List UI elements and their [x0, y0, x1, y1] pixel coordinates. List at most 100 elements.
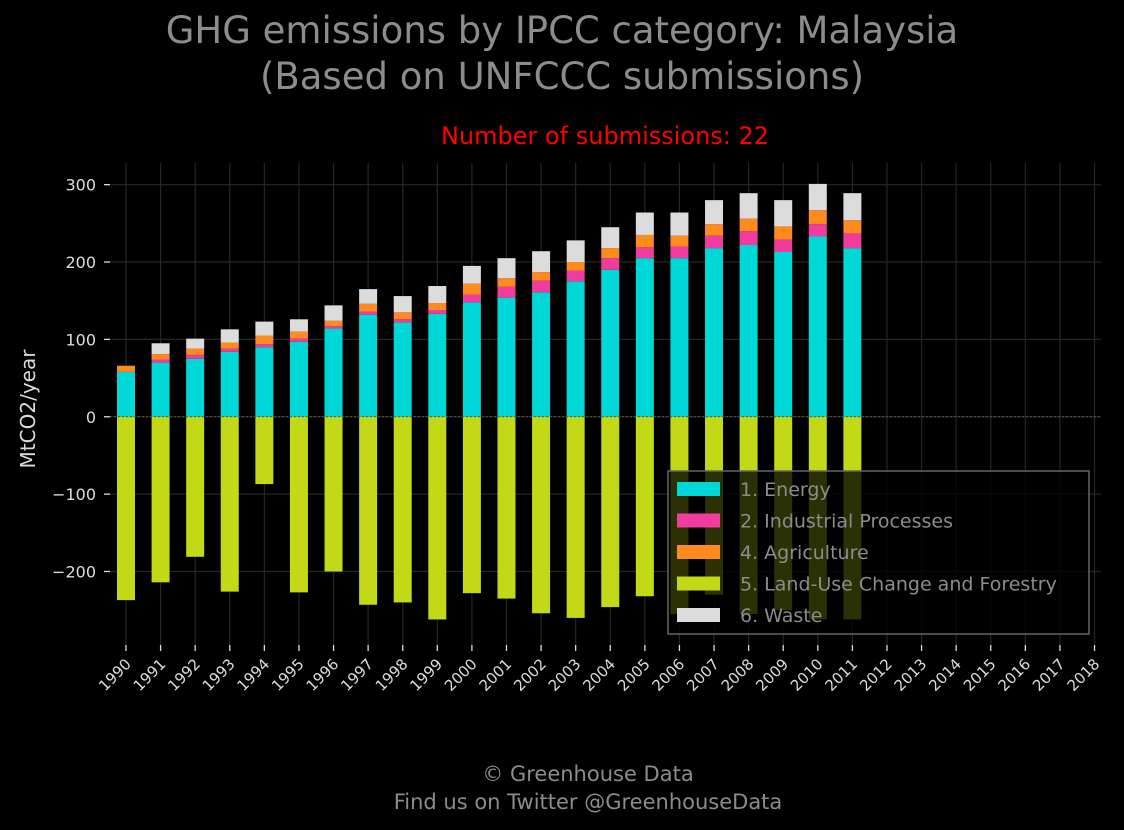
legend-swatch: [677, 608, 720, 622]
bar-segment: [705, 248, 724, 417]
bar-segment: [774, 251, 793, 417]
bar-segment: [220, 329, 239, 343]
legend-swatch: [677, 545, 720, 559]
bar-segment: [462, 302, 481, 417]
bar-segment: [255, 347, 274, 417]
bar-segment: [635, 247, 654, 259]
bar-segment: [566, 240, 585, 263]
bar-segment: [393, 416, 412, 603]
bar-segment: [808, 210, 827, 225]
x-tick-label: 1997: [337, 655, 377, 695]
bar-segment: [739, 193, 758, 219]
bar-segment: [255, 335, 274, 345]
x-tick-label: 2006: [649, 655, 689, 695]
x-axis-ticks: 1990199119921993199419951996199719981999…: [95, 645, 1103, 695]
bar-segment: [532, 251, 551, 273]
bar-segment: [601, 416, 620, 608]
bar-segment: [220, 348, 239, 352]
bar-segment: [739, 218, 758, 232]
bar-segment: [186, 338, 205, 349]
x-tick-label: 2015: [960, 655, 1000, 695]
bar-segment: [151, 354, 170, 360]
bar-segment: [705, 224, 724, 236]
bar-segment: [289, 331, 308, 339]
y-tick-label: 100: [65, 330, 96, 349]
x-tick-label: 2014: [925, 655, 965, 695]
legend-label: 5. Land-Use Change and Forestry: [740, 574, 1057, 596]
x-tick-label: 2001: [476, 655, 516, 695]
chart-title: GHG emissions by IPCC category: Malaysia…: [0, 8, 1124, 100]
bar-segment: [601, 269, 620, 417]
legend-swatch: [677, 513, 720, 528]
bar-segment: [289, 341, 308, 417]
x-tick-label: 2010: [787, 655, 827, 695]
bar-segment: [289, 319, 308, 332]
bar-segment: [359, 416, 378, 605]
bar-segment: [497, 278, 516, 287]
x-tick-label: 2004: [579, 655, 619, 695]
bar-segment: [843, 220, 862, 234]
bar-segment: [324, 320, 343, 327]
bar-segment: [428, 313, 447, 417]
x-tick-label: 2009: [752, 655, 792, 695]
x-tick-label: 2005: [614, 655, 654, 695]
bar-segment: [220, 342, 239, 349]
bar-segment: [428, 309, 447, 314]
legend-label: 4. Agriculture: [740, 542, 869, 564]
bar-segment: [497, 258, 516, 279]
footer-twitter: Find us on Twitter @GreenhouseData: [393, 790, 783, 814]
x-tick-label: 2016: [994, 655, 1034, 695]
bar-segment: [220, 416, 239, 592]
x-tick-label: 1998: [372, 655, 412, 695]
bar-segment: [151, 343, 170, 355]
bar-segment: [670, 258, 689, 417]
bar-segment: [705, 200, 724, 225]
bar-segment: [808, 224, 827, 237]
bar-segment: [601, 258, 620, 270]
bar-segment: [635, 212, 654, 235]
bar-segment: [670, 246, 689, 259]
bar-segment: [635, 234, 654, 248]
bar-segment: [705, 235, 724, 249]
bar-segment: [635, 258, 654, 417]
bar-segment: [462, 416, 481, 594]
bar-segment: [808, 183, 827, 211]
bar-segment: [843, 193, 862, 221]
bar-segment: [635, 416, 654, 597]
bar-segment: [428, 416, 447, 620]
bar-segment: [462, 283, 481, 295]
bar-segment: [601, 248, 620, 259]
y-tick-label: −100: [52, 485, 96, 504]
bar-segment: [393, 319, 412, 323]
footer-copyright: © Greenhouse Data: [482, 762, 694, 786]
bar-segment: [255, 416, 274, 485]
footer: © Greenhouse Data Find us on Twitter @Gr…: [0, 760, 1124, 816]
bar-segment: [670, 235, 689, 247]
x-tick-label: 2000: [441, 655, 481, 695]
bar-segment: [532, 272, 551, 281]
x-tick-label: 1990: [95, 655, 135, 695]
x-tick-label: 1991: [130, 655, 170, 695]
bar-segment: [151, 416, 170, 583]
x-tick-label: 2011: [821, 655, 861, 695]
x-tick-label: 1992: [164, 655, 204, 695]
legend-swatch: [677, 576, 720, 591]
bar-segment: [289, 416, 308, 593]
x-tick-label: 1999: [406, 655, 446, 695]
bar-segment: [843, 248, 862, 417]
bar-segment: [739, 245, 758, 417]
bar-segment: [151, 359, 170, 363]
bar-segment: [324, 328, 343, 417]
bar-segment: [462, 265, 481, 284]
bar-segment: [532, 280, 551, 293]
bar-segment: [774, 226, 793, 240]
bar-segment: [739, 231, 758, 246]
bar-segment: [186, 348, 205, 355]
bar-segment: [117, 371, 135, 417]
x-tick-label: 1994: [233, 655, 273, 695]
bar-segment: [393, 312, 412, 320]
bar-segment: [359, 303, 378, 312]
bar-segment: [808, 236, 827, 417]
bar-segment: [151, 362, 170, 417]
bar-segment: [289, 338, 308, 342]
